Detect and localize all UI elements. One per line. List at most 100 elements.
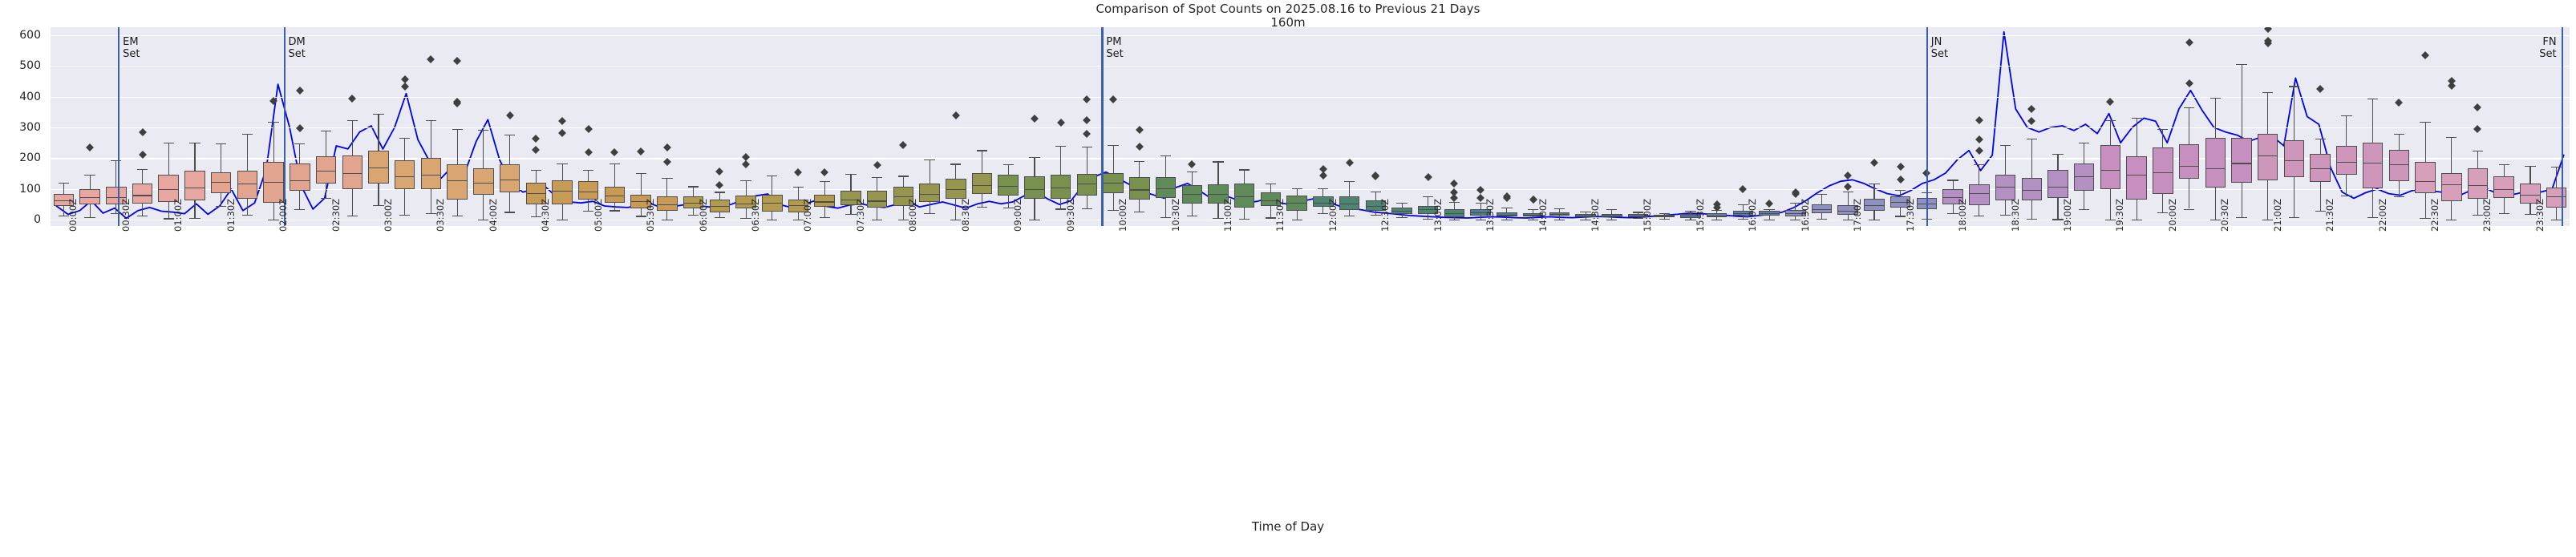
x-tick-label: 00:30Z bbox=[119, 198, 132, 232]
median-line bbox=[2520, 194, 2541, 196]
outlier-marker bbox=[662, 143, 671, 152]
median-line bbox=[762, 203, 783, 204]
gridline bbox=[51, 34, 2570, 36]
box bbox=[2178, 144, 2200, 180]
outlier-marker bbox=[2473, 103, 2482, 112]
median-line bbox=[1024, 189, 1045, 191]
whisker-cap bbox=[583, 211, 594, 212]
box bbox=[1942, 189, 1963, 205]
y-tick-label: 100 bbox=[19, 182, 41, 196]
median-line bbox=[342, 173, 363, 175]
outlier-marker bbox=[558, 128, 566, 137]
outlier-marker bbox=[1056, 119, 1065, 127]
whisker-cap bbox=[1527, 208, 1539, 210]
whisker-cap bbox=[163, 218, 174, 220]
median-line bbox=[1103, 182, 1124, 184]
median-line bbox=[709, 205, 731, 207]
median-line bbox=[263, 182, 284, 184]
x-tick-label: 08:30Z bbox=[959, 198, 971, 232]
box bbox=[2310, 154, 2331, 183]
outlier-marker bbox=[453, 56, 462, 65]
median-line bbox=[2310, 168, 2331, 170]
box bbox=[420, 158, 442, 190]
whisker-cap bbox=[819, 181, 830, 183]
whisker-cap bbox=[58, 183, 69, 184]
median-line bbox=[1837, 210, 1858, 212]
whisker-cap bbox=[845, 214, 857, 216]
outlier-marker bbox=[715, 168, 724, 176]
box bbox=[1339, 196, 1360, 210]
median-line bbox=[1417, 209, 1439, 211]
box bbox=[2493, 176, 2514, 199]
median-line bbox=[2283, 159, 2305, 161]
x-tick-label: 20:30Z bbox=[2219, 198, 2231, 232]
whisker-cap bbox=[1475, 203, 1486, 204]
x-tick-label: 12:00Z bbox=[1326, 198, 1339, 232]
gridline bbox=[51, 66, 2570, 67]
whisker-cap bbox=[136, 169, 148, 171]
box bbox=[1260, 192, 1282, 207]
gridline bbox=[51, 96, 2570, 98]
median-line bbox=[210, 181, 232, 183]
x-tick-label: 06:00Z bbox=[697, 198, 709, 232]
outlier-marker bbox=[2027, 117, 2036, 126]
median-line bbox=[2073, 176, 2095, 178]
outlier-marker bbox=[2027, 105, 2036, 114]
box bbox=[998, 175, 1019, 196]
whisker-cap bbox=[1790, 202, 1801, 204]
median-line bbox=[2153, 172, 2173, 173]
x-tick-label: 01:00Z bbox=[172, 198, 184, 232]
outlier-marker bbox=[1975, 135, 1983, 143]
median-line bbox=[2467, 185, 2489, 187]
x-tick-label: 17:30Z bbox=[1904, 198, 1916, 232]
box bbox=[2153, 147, 2173, 195]
whisker-cap bbox=[1055, 208, 1067, 210]
box bbox=[840, 191, 861, 206]
outlier-marker bbox=[1870, 159, 1878, 168]
x-tick-label: 13:00Z bbox=[1432, 198, 1444, 232]
whisker-cap bbox=[2288, 86, 2300, 87]
median-line bbox=[1732, 212, 1754, 215]
outlier-marker bbox=[558, 116, 566, 125]
outlier-marker bbox=[2263, 27, 2272, 34]
x-tick-label: 11:00Z bbox=[1221, 198, 1233, 232]
whisker-cap bbox=[1160, 155, 1172, 156]
median-line bbox=[946, 189, 966, 191]
whisker-cap bbox=[1265, 217, 1277, 219]
box bbox=[2415, 162, 2436, 194]
outlier-marker bbox=[295, 124, 304, 133]
whisker-cap bbox=[1213, 161, 1224, 163]
box bbox=[1811, 204, 1833, 214]
box bbox=[2231, 137, 2252, 183]
whisker-cap bbox=[111, 213, 122, 215]
whisker-cap bbox=[1029, 156, 1040, 158]
median-line bbox=[2021, 190, 2043, 192]
x-tick-label: 11:30Z bbox=[1274, 198, 1286, 232]
whisker-cap bbox=[1999, 214, 2011, 216]
box bbox=[2205, 138, 2226, 188]
whisker-cap bbox=[294, 209, 306, 211]
median-line bbox=[1522, 214, 1544, 216]
whisker-cap bbox=[530, 169, 541, 171]
outlier-marker bbox=[951, 111, 960, 119]
box bbox=[1076, 174, 1098, 196]
whisker-cap bbox=[294, 143, 306, 144]
median-line bbox=[1785, 212, 1806, 214]
x-tick-label: 12:30Z bbox=[1379, 198, 1391, 232]
median-line bbox=[2493, 188, 2514, 190]
box bbox=[2336, 146, 2357, 175]
outlier-marker bbox=[532, 146, 541, 154]
box bbox=[2362, 143, 2384, 188]
outlier-marker bbox=[1896, 176, 1905, 184]
outlier-marker bbox=[1476, 193, 1485, 202]
x-tick-label: 02:00Z bbox=[277, 198, 290, 232]
whisker-cap bbox=[1396, 216, 1407, 218]
reference-vline-label: JN Set bbox=[1930, 36, 1949, 61]
outlier-marker bbox=[1424, 172, 1432, 181]
outlier-marker bbox=[1135, 143, 1144, 151]
whisker-cap bbox=[216, 205, 227, 207]
whisker-cap bbox=[2525, 165, 2536, 167]
median-line bbox=[1995, 187, 2016, 188]
box bbox=[2546, 187, 2567, 208]
outlier-marker bbox=[2316, 85, 2325, 93]
